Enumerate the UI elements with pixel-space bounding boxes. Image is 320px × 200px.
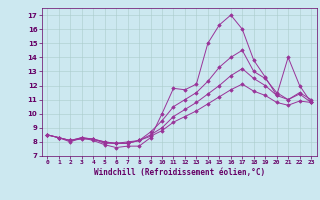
X-axis label: Windchill (Refroidissement éolien,°C): Windchill (Refroidissement éolien,°C) bbox=[94, 168, 265, 177]
